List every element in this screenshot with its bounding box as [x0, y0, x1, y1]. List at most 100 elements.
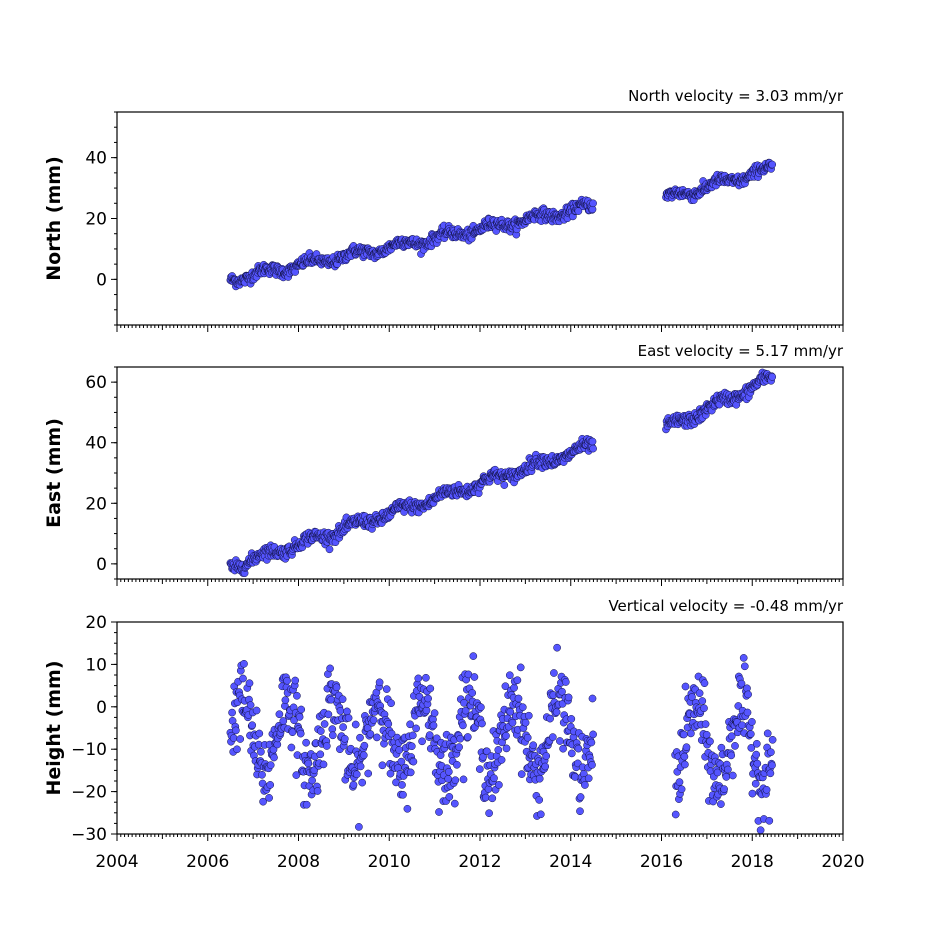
height-point — [302, 738, 310, 747]
height-point — [743, 708, 752, 717]
height-point — [239, 674, 247, 683]
north-y-axis-label: North (mm) — [43, 156, 65, 281]
height-point — [422, 673, 430, 682]
height-point — [257, 747, 265, 756]
height-point — [752, 750, 761, 759]
height-point — [304, 759, 313, 768]
height-y-tick-label: 20 — [85, 613, 107, 633]
height-point — [567, 749, 576, 758]
height-point — [356, 762, 365, 771]
height-point — [397, 757, 406, 766]
height-point — [444, 767, 453, 776]
height-point — [558, 687, 566, 696]
height-point — [695, 689, 704, 698]
north-point — [768, 160, 777, 169]
height-point — [406, 720, 414, 729]
height-point — [589, 730, 597, 739]
height-point — [308, 776, 316, 785]
height-point — [302, 800, 311, 809]
height-point — [445, 793, 454, 801]
height-point — [456, 734, 465, 743]
height-point — [360, 741, 369, 750]
height-point — [501, 682, 510, 691]
height-point — [756, 826, 765, 835]
height-point — [408, 731, 417, 740]
height-point — [395, 746, 404, 754]
height-point — [270, 753, 278, 762]
height-point — [505, 671, 514, 680]
height-x-tick-label: 2018 — [731, 852, 774, 872]
height-point — [671, 810, 680, 819]
height-point — [229, 734, 238, 742]
north-velocity-label: North velocity = 3.03 mm/yr — [628, 87, 844, 105]
height-point — [459, 775, 468, 784]
height-point — [753, 759, 762, 768]
height-point — [542, 752, 551, 760]
east-y-tick-label: 0 — [96, 555, 107, 575]
height-point — [358, 778, 367, 787]
height-point — [553, 643, 561, 652]
height-point — [418, 737, 426, 746]
height-point — [752, 739, 761, 748]
height-point — [322, 742, 331, 750]
height-x-tick-label: 2020 — [821, 852, 864, 872]
height-point — [326, 664, 334, 673]
height-point — [422, 706, 431, 715]
height-point — [236, 735, 245, 743]
height-point — [739, 654, 748, 662]
height-point — [535, 774, 544, 783]
height-point — [675, 778, 684, 786]
height-point — [435, 808, 443, 816]
height-point — [344, 714, 353, 722]
height-point — [387, 699, 395, 708]
height-point — [490, 774, 498, 783]
height-point — [495, 781, 503, 789]
height-point — [698, 697, 707, 705]
height-point — [232, 726, 240, 735]
height-point — [523, 733, 532, 742]
height-point — [340, 734, 349, 743]
height-point — [248, 721, 257, 730]
east-point — [500, 481, 509, 489]
height-point — [766, 769, 775, 778]
height-point — [727, 732, 736, 741]
height-point — [521, 718, 530, 727]
height-point — [762, 785, 771, 794]
height-y-tick-label: −20 — [71, 783, 107, 803]
height-y-tick-label: −10 — [71, 740, 107, 760]
height-point — [373, 733, 381, 742]
height-point — [328, 731, 337, 740]
height-point — [283, 676, 291, 685]
height-x-tick-label: 2004 — [95, 852, 138, 872]
height-point — [450, 799, 459, 808]
height-point — [587, 738, 596, 747]
height-x-tick-label: 2006 — [186, 852, 229, 872]
height-y-tick-label: 10 — [85, 655, 107, 675]
height-point — [375, 678, 384, 687]
height-point — [266, 781, 275, 789]
height-points — [226, 643, 777, 835]
height-point — [343, 707, 351, 716]
height-point — [536, 810, 545, 819]
height-point — [295, 713, 304, 721]
height-point — [384, 720, 393, 728]
height-point — [510, 683, 518, 692]
height-point — [265, 794, 273, 802]
north-y-tick-label: 0 — [96, 270, 107, 290]
height-point — [751, 779, 760, 788]
height-point — [313, 787, 322, 795]
height-point — [461, 706, 470, 715]
height-point — [682, 743, 691, 752]
height-y-tick-label: −30 — [71, 825, 107, 845]
height-point — [765, 816, 774, 825]
height-velocity-label: Vertical velocity = -0.48 mm/yr — [608, 597, 843, 615]
height-point — [680, 752, 689, 761]
height-point — [369, 716, 378, 724]
north-panel: North velocity = 3.03 mm/yr North (mm) 0 20… — [43, 87, 844, 332]
height-point — [468, 689, 477, 697]
height-x-tick-label: 2014 — [549, 852, 592, 872]
height-point — [398, 781, 406, 789]
height-point — [459, 721, 467, 730]
height-point — [548, 733, 557, 741]
